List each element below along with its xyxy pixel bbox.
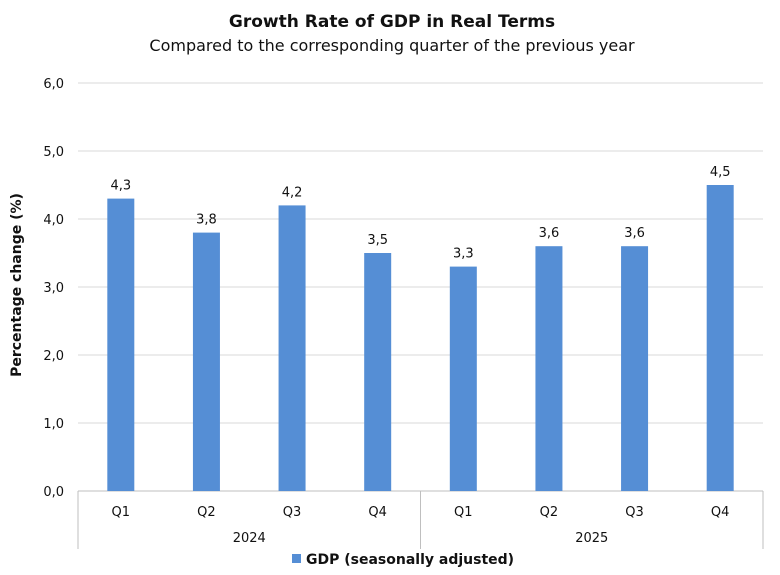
gridlines xyxy=(78,82,763,492)
data-label: 3,8 xyxy=(196,213,217,228)
data-labels: 4,3 3,8 4,2 3,5 3,3 3,6 3,6 4,5 xyxy=(110,165,730,262)
data-label: 4,3 xyxy=(110,179,131,194)
y-tick-label: 3,0 xyxy=(43,281,64,296)
data-label: 3,6 xyxy=(539,226,560,241)
bar xyxy=(621,246,649,491)
data-label: 3,3 xyxy=(453,247,474,262)
data-label: 3,6 xyxy=(624,226,645,241)
y-tick-label: 5,0 xyxy=(43,145,64,160)
x-group-label: 2025 xyxy=(575,531,608,546)
bar xyxy=(706,185,734,491)
legend-swatch xyxy=(292,554,301,563)
y-tick-label: 2,0 xyxy=(43,349,64,364)
x-axis: Q1 Q2 Q3 Q4 Q1 Q2 Q3 Q4 2024 2025 xyxy=(77,491,764,549)
x-tick-label: Q4 xyxy=(711,505,730,520)
y-tick-label: 0,0 xyxy=(43,485,64,500)
y-tick-label: 6,0 xyxy=(43,77,64,92)
data-label: 4,5 xyxy=(710,165,731,180)
bars xyxy=(107,185,734,491)
x-group-label: 2024 xyxy=(233,531,266,546)
bar xyxy=(535,246,563,491)
data-label: 4,2 xyxy=(282,185,303,200)
x-tick-label: Q4 xyxy=(368,505,387,520)
y-axis-ticks: 0,0 1,0 2,0 3,0 4,0 5,0 6,0 xyxy=(43,77,64,500)
x-tick-label: Q1 xyxy=(454,505,473,520)
legend: GDP (seasonally adjusted) xyxy=(292,552,514,568)
bar xyxy=(449,266,477,491)
bar xyxy=(278,205,306,491)
x-tick-label: Q3 xyxy=(625,505,644,520)
x-tick-label: Q1 xyxy=(112,505,131,520)
bar xyxy=(192,232,220,491)
legend-label: GDP (seasonally adjusted) xyxy=(306,552,514,568)
x-tick-label: Q2 xyxy=(540,505,559,520)
y-tick-label: 4,0 xyxy=(43,213,64,228)
x-tick-label: Q2 xyxy=(197,505,216,520)
y-tick-label: 1,0 xyxy=(43,417,64,432)
x-tick-label: Q3 xyxy=(283,505,302,520)
y-axis-label: Percentage change (%) xyxy=(9,193,25,377)
chart-title: Growth Rate of GDP in Real Terms xyxy=(229,12,555,32)
data-label: 3,5 xyxy=(367,233,388,248)
bar xyxy=(364,253,392,491)
bar xyxy=(107,198,135,491)
chart-subtitle: Compared to the corresponding quarter of… xyxy=(149,36,635,55)
